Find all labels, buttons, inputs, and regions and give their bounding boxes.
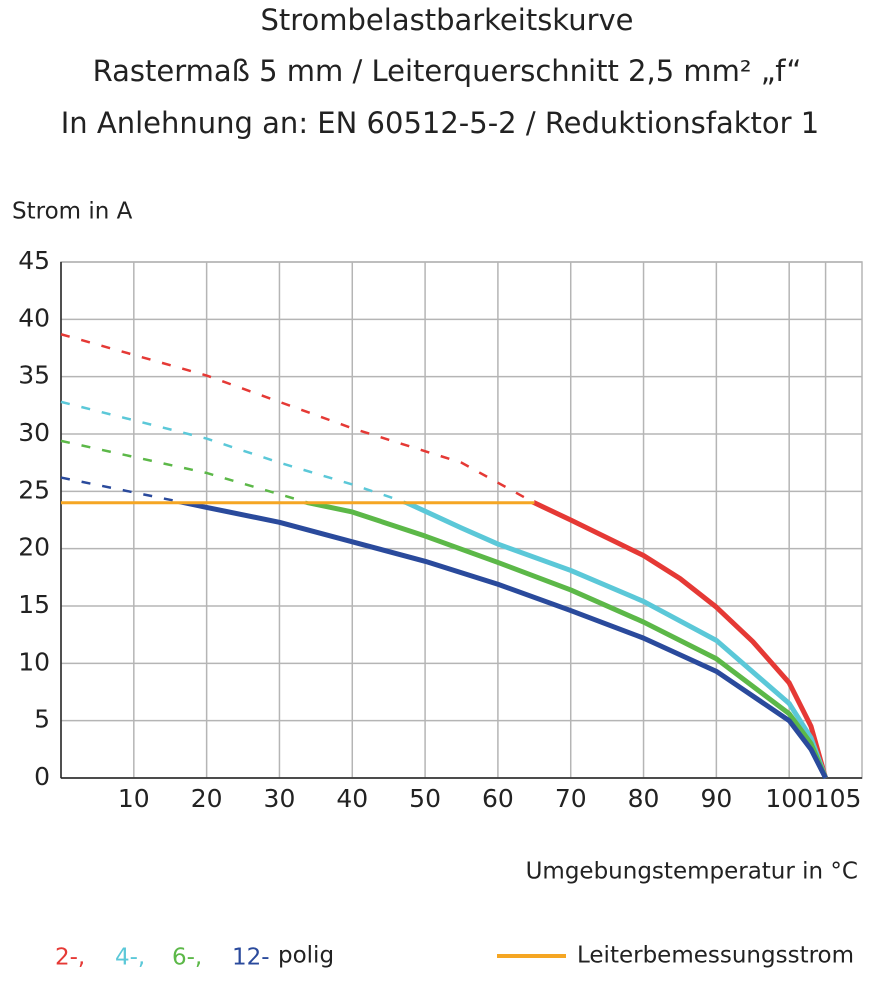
chart-title: Strombelastbarkeitskurve: [260, 3, 633, 37]
series-line: [60, 475, 828, 780]
legend-label: Leiterbemessungsstrom: [577, 943, 854, 969]
y-tick-label: 5: [34, 705, 50, 734]
y-axis-label: Strom in A: [12, 199, 133, 225]
series-line-dashed: [60, 439, 320, 504]
plot-frame: [60, 261, 863, 779]
y-tick-label: 30: [18, 418, 50, 447]
y-tick-label: 15: [18, 590, 50, 619]
x-tick-label: 50: [409, 784, 441, 813]
chart-subtitle: In Anlehnung an: EN 60512-5-2 / Reduktio…: [61, 106, 820, 140]
series-line-dashed: [60, 400, 413, 504]
legend-label: 4-,: [115, 945, 145, 971]
series-line-dashed: [60, 333, 535, 504]
y-tick-label: 10: [18, 647, 50, 676]
x-tick-label: 40: [336, 784, 368, 813]
x-tick-label: 60: [482, 784, 514, 813]
chart-subtitle: Rastermaß 5 mm / Leiterquerschnitt 2,5 m…: [93, 54, 802, 88]
x-tick-label: 30: [264, 784, 296, 813]
series-line: [60, 331, 828, 779]
legend-suffix: polig: [278, 943, 334, 969]
legend-label: 2-,: [55, 945, 85, 971]
x-tick-label: 90: [700, 784, 732, 813]
legend-label: 6-,: [172, 945, 202, 971]
series-line-dashed: [60, 476, 196, 504]
x-tick-label: 100: [765, 784, 813, 813]
y-tick-label: 0: [34, 762, 50, 791]
y-tick-label: 20: [18, 533, 50, 562]
y-tick-label: 45: [18, 246, 50, 275]
y-tick-label: 40: [18, 303, 50, 332]
x-tick-label: 10: [118, 784, 150, 813]
x-tick-label: 105: [814, 784, 862, 813]
y-tick-label: 25: [18, 475, 50, 504]
series-line: [60, 399, 828, 779]
x-tick-label: 70: [555, 784, 587, 813]
x-tick-label: 80: [628, 784, 660, 813]
y-tick-label: 35: [18, 361, 50, 390]
legend-label: 12-: [232, 945, 270, 971]
x-tick-label: 20: [191, 784, 223, 813]
x-axis-label: Umgebungstemperatur in °C: [526, 859, 858, 885]
